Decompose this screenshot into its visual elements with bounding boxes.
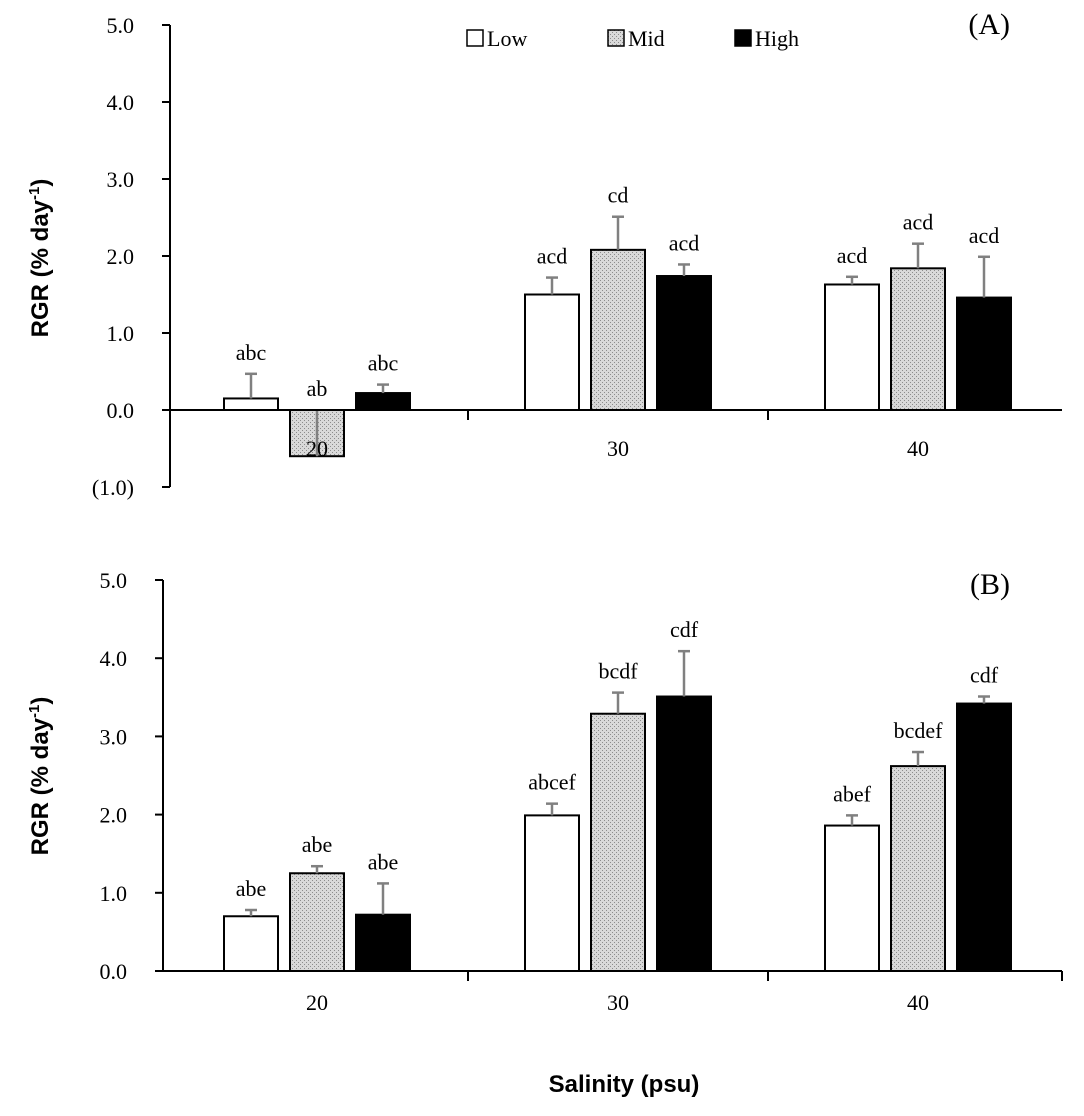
panel-a-bar-high-20: [355, 392, 411, 411]
panel-a-x-tick-label: 40: [907, 436, 929, 461]
panel-a-y-tick-label: 0.0: [107, 398, 135, 423]
panel-b-y-tick-label: 0.0: [100, 959, 128, 984]
panel-b-sig-label-low-40: abef: [833, 781, 872, 806]
legend-label-high: High: [755, 26, 799, 51]
panel-a-y-tick-label: 5.0: [107, 13, 135, 38]
panel-b-sig-label-mid-40: bcdef: [894, 718, 944, 743]
panel-a-sig-label-high-40: acd: [969, 223, 1000, 248]
panel-b-y-tick-label: 5.0: [100, 568, 128, 593]
panel-a-y-tick-label: 3.0: [107, 167, 135, 192]
x-axis-title: Salinity (psu): [549, 1071, 700, 1098]
panel-b-y-tick-label: 4.0: [100, 646, 128, 671]
panel-a-x-tick-label: 20: [306, 436, 328, 461]
panel-b-sig-label-high-20: abe: [368, 849, 399, 874]
panel-b-y-tick-label: 1.0: [100, 881, 128, 906]
legend-swatch-low: [466, 29, 484, 47]
panel-a-y-axis-title: RGR (% day-1): [26, 179, 54, 338]
panel-b-bar-mid-40: [890, 765, 946, 973]
panel-a-bar-mid-30: [590, 248, 646, 411]
panel-a-y-tick-label: 1.0: [107, 321, 135, 346]
panel-b-y-tick-label: 3.0: [100, 724, 128, 749]
panel-b-bar-high-20: [355, 913, 411, 972]
panel-b-x-tick-label: 40: [907, 990, 929, 1015]
legend-swatch-high: [734, 29, 752, 47]
panel-b-bar-low-20: [223, 915, 279, 973]
panel-b-sig-label-high-30: cdf: [670, 617, 699, 642]
panel-a-sig-label-low-30: acd: [537, 244, 568, 269]
panel-a-y-tick-label: (1.0): [92, 475, 134, 500]
panel-b-bar-low-30: [524, 814, 580, 973]
panel-a-sig-label-high-20: abc: [368, 351, 399, 376]
panel-b-bar-high-40: [956, 702, 1012, 973]
panel-a-x-tick-label: 30: [607, 436, 629, 461]
panel-b-label: (B): [970, 568, 1010, 601]
legend-swatch-mid: [607, 29, 625, 47]
panel-b-sig-label-low-30: abcef: [528, 770, 576, 795]
panel-a-bar-low-20: [223, 397, 279, 412]
panel-a-bar-high-30: [656, 275, 712, 411]
panel-a-label: (A): [968, 8, 1010, 41]
panel-b-x-tick-label: 30: [607, 990, 629, 1015]
panel-b-chart: abe abcef abef abe bcdf bcdef abe cdf cdf 5.0 4.0 3…: [26, 568, 1063, 1015]
panel-a-sig-label-mid-40: acd: [903, 210, 934, 235]
panel-a-y-tick-label: 4.0: [107, 90, 135, 115]
panel-a-chart: abc acd acd ab cd acd abc acd acd 5.0 4.0 3.0 2.0 1.0…: [26, 8, 1062, 500]
panel-b-y-tick-label: 2.0: [100, 803, 128, 828]
legend-label-low: Low: [487, 26, 527, 51]
panel-a-sig-label-low-40: acd: [837, 243, 868, 268]
panel-b-x-tick-label: 20: [306, 990, 328, 1015]
panel-b-y-axis-title: RGR (% day-1): [26, 697, 54, 856]
panel-a-y-tick-label: 2.0: [107, 244, 135, 269]
panel-b-sig-label-mid-20: abe: [302, 832, 333, 857]
panel-a-bar-low-40: [824, 283, 880, 411]
panel-a-bar-low-30: [524, 293, 580, 411]
panel-b-sig-label-high-40: cdf: [970, 663, 999, 688]
panel-b-bar-mid-30: [590, 712, 646, 972]
panel-a-bar-mid-40: [890, 267, 946, 411]
panel-a-bar-high-40: [956, 296, 1012, 411]
panel-a-sig-label-high-30: acd: [669, 230, 700, 255]
panel-b-bar-low-40: [824, 824, 880, 972]
panel-b-sig-label-low-20: abe: [236, 876, 267, 901]
panel-b-bar-mid-20: [289, 872, 345, 972]
panel-a-sig-label-mid-30: cd: [608, 183, 629, 208]
legend: Low Mid High: [466, 26, 799, 51]
panel-b-bar-high-30: [656, 695, 712, 972]
panel-a-sig-label-mid-20: ab: [307, 376, 328, 401]
panel-a-sig-label-low-20: abc: [236, 340, 267, 365]
panel-b-sig-label-mid-30: bcdf: [598, 659, 638, 684]
legend-label-mid: Mid: [628, 26, 665, 51]
